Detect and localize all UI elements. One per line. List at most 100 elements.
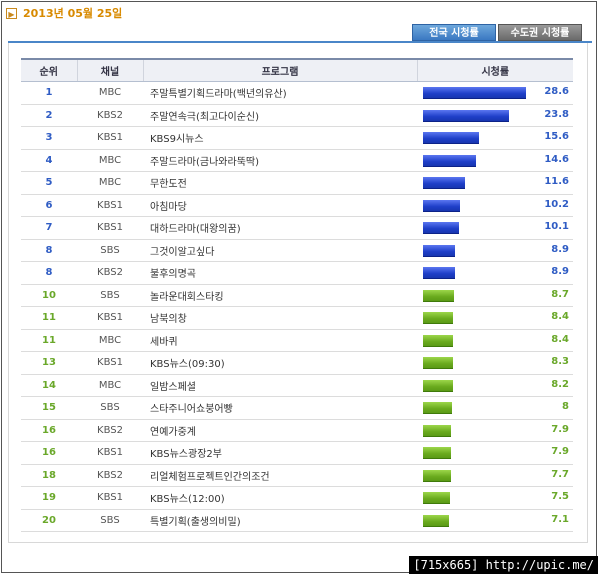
table-row: 11 KBS1 남북의창 8.4: [21, 306, 573, 330]
rating-bar: [423, 244, 455, 257]
rating-value: 8.2: [551, 378, 569, 390]
rating-bar: [423, 469, 451, 482]
rating-cell: 8.4: [417, 306, 573, 330]
channel-cell: SBS: [77, 396, 143, 420]
channel-cell: KBS1: [77, 216, 143, 240]
rating-value: 10.2: [544, 198, 569, 210]
program-cell[interactable]: 일밤스페셜: [143, 374, 417, 397]
rank-cell: 13: [21, 351, 77, 375]
program-cell[interactable]: 남북의창: [143, 306, 417, 330]
channel-cell: KBS1: [77, 351, 143, 375]
ratings-panel: [8, 43, 588, 543]
program-cell[interactable]: 그것이알고싶다: [143, 239, 417, 262]
program-cell[interactable]: KBS뉴스(12:00): [143, 486, 417, 510]
program-cell[interactable]: 주말연속극(최고다이순신): [143, 104, 417, 127]
channel-cell: KBS2: [77, 261, 143, 285]
rank-cell: 1: [21, 81, 77, 105]
channel-cell: KBS2: [77, 464, 143, 487]
channel-cell: MBC: [77, 81, 143, 105]
rank-cell: 8: [21, 239, 77, 262]
rating-value: 7.1: [551, 513, 569, 525]
table-row: 10 SBS 놀라운대회스타킹 8.7: [21, 284, 573, 307]
program-cell[interactable]: KBS9시뉴스: [143, 126, 417, 150]
table-row: 3 KBS1 KBS9시뉴스 15.6: [21, 126, 573, 150]
table-row: 1 MBC 주말특별기획드라마(백년의유산) 28.6: [21, 81, 573, 105]
rating-value: 8.7: [551, 288, 569, 300]
rating-cell: 8.4: [417, 329, 573, 352]
rating-bar: [423, 154, 476, 167]
program-cell[interactable]: KBS뉴스(09:30): [143, 351, 417, 375]
rating-value: 8.4: [551, 333, 569, 345]
table-row: 13 KBS1 KBS뉴스(09:30) 8.3: [21, 351, 573, 375]
program-cell[interactable]: 놀라운대회스타킹: [143, 284, 417, 307]
rating-bar: [423, 199, 460, 212]
rating-cell: 28.6: [417, 81, 573, 105]
tab-capital-region-ratings[interactable]: 수도권 시청률: [498, 24, 582, 41]
channel-cell: KBS1: [77, 441, 143, 465]
rating-cell: 7.9: [417, 441, 573, 465]
rank-cell: 18: [21, 464, 77, 487]
tab-underline: [8, 41, 592, 43]
rating-cell: 10.1: [417, 216, 573, 240]
rating-cell: 8.9: [417, 261, 573, 285]
program-cell[interactable]: 불후의명곡: [143, 261, 417, 285]
rating-value: 8.9: [551, 243, 569, 255]
rating-value: 15.6: [544, 131, 569, 142]
table-body: 1 MBC 주말특별기획드라마(백년의유산) 28.6 2 KBS2 주말연속극(최고다이순…: [21, 81, 573, 532]
channel-cell: SBS: [77, 509, 143, 532]
date-header: ▶ 2013년 05월 25일: [6, 4, 122, 22]
table-row: 15 SBS 스타주니어쇼붕어빵 8: [21, 396, 573, 420]
rating-value: 8.4: [551, 311, 569, 322]
program-cell[interactable]: 세바퀴: [143, 329, 417, 352]
program-cell[interactable]: KBS뉴스광장2부: [143, 441, 417, 465]
rating-cell: 8.7: [417, 284, 573, 307]
broadcast-date: 2013년 05월 25일: [23, 7, 123, 20]
header-program: 프로그램: [142, 58, 417, 82]
rank-cell: 11: [21, 306, 77, 330]
table-row: 4 MBC 주말드라마(금나와라뚝딱) 14.6: [21, 149, 573, 172]
rating-bar: [423, 402, 452, 414]
header-channel: 채널: [76, 58, 143, 82]
rating-value: 28.6: [544, 86, 569, 97]
channel-cell: KBS2: [77, 104, 143, 127]
rank-cell: 3: [21, 126, 77, 150]
table-row: 16 KBS2 연예가중계 7.9: [21, 419, 573, 442]
channel-cell: KBS1: [77, 194, 143, 217]
table-header-row: 순위 채널 프로그램 시청률: [21, 58, 573, 82]
ratings-table: 순위 채널 프로그램 시청률 1 MBC 주말특별기획드라마(백년의유산) 28.6 2…: [21, 58, 573, 532]
program-cell[interactable]: 주말특별기획드라마(백년의유산): [143, 81, 417, 105]
rating-bar: [423, 267, 455, 279]
program-cell[interactable]: 주말드라마(금나와라뚝딱): [143, 149, 417, 172]
watermark: [715x665] http://upic.me/: [409, 556, 598, 574]
rank-cell: 7: [21, 216, 77, 240]
program-cell[interactable]: 연예가중계: [143, 419, 417, 442]
program-cell[interactable]: 무한도전: [143, 171, 417, 195]
rank-cell: 20: [21, 509, 77, 532]
rank-cell: 16: [21, 441, 77, 465]
program-cell[interactable]: 대하드라마(대왕의꿈): [143, 216, 417, 240]
program-cell[interactable]: 아침마당: [143, 194, 417, 217]
program-cell[interactable]: 스타주니어쇼붕어빵: [143, 396, 417, 420]
program-cell[interactable]: 리얼체험프로젝트인간의조건: [143, 464, 417, 487]
rank-cell: 6: [21, 194, 77, 217]
rating-value: 8.9: [551, 266, 569, 277]
tab-national-ratings[interactable]: 전국 시청률: [412, 24, 496, 41]
table-row: 11 MBC 세바퀴 8.4: [21, 329, 573, 352]
channel-cell: MBC: [77, 171, 143, 195]
rating-cell: 8: [417, 396, 573, 420]
table-row: 20 SBS 특별기획(출생의비밀) 7.1: [21, 509, 573, 532]
program-cell[interactable]: 특별기획(출생의비밀): [143, 509, 417, 532]
channel-cell: MBC: [77, 149, 143, 172]
rating-bar: [423, 334, 453, 347]
rank-cell: 14: [21, 374, 77, 397]
rating-value: 7.7: [551, 468, 569, 480]
header-rank: 순위: [21, 58, 77, 82]
rating-cell: 7.1: [417, 509, 573, 532]
rating-bar: [423, 424, 451, 437]
table-row: 18 KBS2 리얼체험프로젝트인간의조건 7.7: [21, 464, 573, 487]
rating-cell: 14.6: [417, 149, 573, 172]
table-row: 8 KBS2 불후의명곡 8.9: [21, 261, 573, 285]
rating-bar: [423, 447, 451, 459]
rank-cell: 19: [21, 486, 77, 510]
table-row: 5 MBC 무한도전 11.6: [21, 171, 573, 195]
